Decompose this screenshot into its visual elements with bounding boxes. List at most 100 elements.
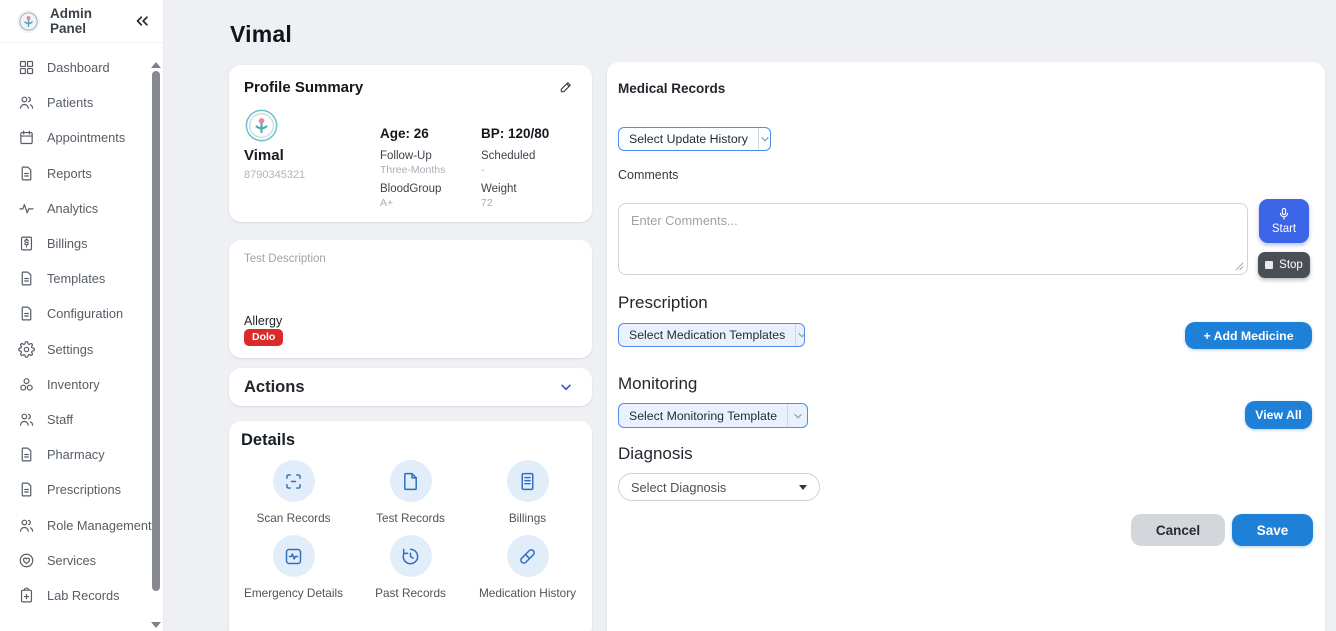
diagnosis-title: Diagnosis: [618, 444, 693, 463]
sidebar-item-label: Pharmacy: [47, 447, 105, 463]
test-description-field[interactable]: Test Description: [244, 253, 326, 265]
detail-item-label: Scan Records: [256, 511, 331, 525]
sidebar-scrollbar: [151, 62, 161, 628]
weight-value: 72: [481, 197, 493, 209]
update-history-dropdown[interactable]: Select Update History: [618, 127, 771, 151]
detail-item-test-records[interactable]: Test Records: [352, 460, 469, 525]
stop-square-icon: [1265, 261, 1274, 269]
chevron-down-icon: [757, 128, 770, 150]
patients-icon: [18, 94, 35, 111]
scroll-up-arrow-icon[interactable]: [151, 62, 161, 68]
medical-records-panel: Medical Records Select Update History Co…: [607, 62, 1325, 631]
sidebar-item-inventory[interactable]: Inventory: [0, 367, 163, 402]
sidebar-item-label: Lab Records: [47, 587, 120, 603]
sidebar-item-templates[interactable]: Templates: [0, 261, 163, 296]
sidebar-item-settings[interactable]: Settings: [0, 332, 163, 367]
sidebar-item-label: Settings: [47, 341, 94, 357]
clipboard-plus-icon: [18, 587, 35, 604]
add-medicine-button[interactable]: + Add Medicine: [1185, 322, 1312, 349]
sidebar-item-label: Services: [47, 552, 97, 568]
detail-item-label: Emergency Details: [243, 586, 343, 600]
microphone-icon: [1277, 207, 1291, 221]
sidebar-item-dashboard[interactable]: Dashboard: [0, 50, 163, 85]
medication-templates-dropdown[interactable]: Select Medication Templates: [618, 323, 805, 347]
sidebar-item-label: Prescriptions: [47, 482, 121, 498]
cancel-button[interactable]: Cancel: [1131, 514, 1225, 546]
edit-profile-pencil-icon[interactable]: [558, 79, 574, 95]
collapse-sidebar-icon[interactable]: [133, 12, 151, 30]
detail-item-label: Medication History: [478, 586, 577, 600]
sidebar-item-lab-records[interactable]: Lab Records: [0, 578, 163, 613]
weight-label: Weight: [481, 183, 517, 195]
sidebar-item-label: Staff: [47, 411, 74, 427]
receipt-icon: [506, 460, 549, 502]
save-button[interactable]: Save: [1232, 514, 1313, 546]
sidebar-item-label: Patients: [47, 95, 94, 111]
detail-item-label: Test Records: [376, 511, 445, 525]
comments-placeholder: Enter Comments...: [631, 213, 738, 228]
followup-label: Follow-Up: [380, 150, 432, 162]
comments-textarea[interactable]: Enter Comments...: [618, 203, 1248, 275]
scroll-down-arrow-icon[interactable]: [151, 622, 161, 628]
people-icon: [18, 517, 35, 534]
resize-handle[interactable]: [1235, 262, 1244, 271]
view-all-button[interactable]: View All: [1245, 401, 1312, 429]
followup-value: Three-Months: [380, 164, 446, 176]
sidebar-item-configuration[interactable]: Configuration: [0, 296, 163, 331]
detail-item-scan-records[interactable]: Scan Records: [235, 460, 352, 525]
sidebar: Admin Panel Dashboard Patients Appointme…: [0, 0, 164, 631]
sidebar-item-label: Role Management: [47, 517, 152, 533]
profile-column-right: BP: 120/80 Scheduled - Weight 72: [481, 126, 581, 209]
detail-item-label: Past Records: [375, 586, 446, 600]
sidebar-item-analytics[interactable]: Analytics: [0, 191, 163, 226]
diagnosis-select[interactable]: Select Diagnosis: [618, 473, 820, 501]
pill-icon: [506, 535, 549, 577]
sidebar-item-services[interactable]: Services: [0, 543, 163, 578]
scan-icon: [272, 460, 315, 502]
caret-down-icon: [799, 484, 807, 490]
detail-item-billings[interactable]: Billings: [469, 460, 586, 525]
details-grid: Scan Records Test Records Billings Emerg…: [235, 460, 586, 600]
sidebar-item-billings[interactable]: Billings: [0, 226, 163, 261]
patient-name: Vimal: [244, 147, 284, 164]
boxes-icon: [18, 376, 35, 393]
actions-accordion[interactable]: Actions: [229, 368, 592, 406]
detail-item-medication-history[interactable]: Medication History: [469, 535, 586, 600]
people-icon: [18, 411, 35, 428]
sidebar-item-role-management[interactable]: Role Management: [0, 507, 163, 542]
document-icon: [18, 305, 35, 322]
sidebar-item-label: Dashboard: [47, 60, 110, 76]
gear-icon: [18, 340, 35, 358]
sidebar-item-appointments[interactable]: Appointments: [0, 120, 163, 155]
chevron-down-icon: [558, 379, 574, 395]
sidebar-item-prescriptions[interactable]: Prescriptions: [0, 472, 163, 507]
detail-item-emergency-details[interactable]: Emergency Details: [235, 535, 352, 600]
start-recording-button[interactable]: Start: [1259, 199, 1309, 243]
profile-summary-title: Profile Summary: [244, 79, 364, 96]
monitoring-template-dropdown[interactable]: Select Monitoring Template: [618, 403, 808, 428]
sidebar-header: Admin Panel: [0, 0, 163, 43]
monitoring-title: Monitoring: [618, 374, 698, 393]
detail-item-past-records[interactable]: Past Records: [352, 535, 469, 600]
sidebar-item-reports[interactable]: Reports: [0, 156, 163, 191]
sidebar-item-patients[interactable]: Patients: [0, 85, 163, 120]
detail-item-label: Billings: [508, 511, 547, 525]
dashboard-icon: [18, 59, 35, 76]
chevron-down-icon: [795, 324, 804, 346]
sidebar-item-label: Analytics: [47, 200, 99, 216]
details-card: Details Scan Records Test Records Billin…: [229, 421, 592, 631]
history-icon: [389, 535, 432, 577]
sidebar-item-staff[interactable]: Staff: [0, 402, 163, 437]
calendar-icon: [18, 129, 35, 146]
comments-label: Comments: [618, 168, 679, 182]
app-title: Admin Panel: [50, 6, 92, 36]
allergy-badge: Dolo: [244, 329, 284, 346]
stop-recording-button[interactable]: Stop: [1258, 252, 1310, 278]
sidebar-item-pharmacy[interactable]: Pharmacy: [0, 437, 163, 472]
document-icon: [18, 446, 35, 463]
file-icon: [389, 460, 432, 502]
billing-icon: [18, 235, 35, 252]
scrollbar-thumb[interactable]: [152, 71, 160, 591]
page-title: Vimal: [230, 21, 292, 47]
sidebar-item-label: Appointments: [47, 130, 126, 146]
